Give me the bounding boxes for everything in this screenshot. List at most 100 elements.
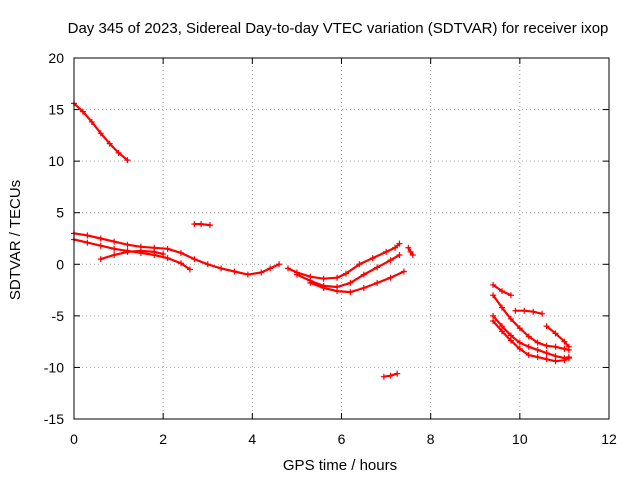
data-point <box>347 289 354 296</box>
x-tick-label: 4 <box>248 431 256 447</box>
series-line <box>309 270 405 294</box>
y-tick-label: 20 <box>48 50 64 66</box>
data-point <box>490 318 497 325</box>
data-point <box>383 248 390 255</box>
data-point <box>407 248 414 255</box>
data-point <box>396 240 403 247</box>
data-point <box>198 221 205 228</box>
series-arc-6 <box>285 240 403 282</box>
y-tick-label: 10 <box>48 153 64 169</box>
y-tick-label: -15 <box>44 411 64 427</box>
data-point <box>186 266 193 273</box>
series-arc-14 <box>490 281 514 299</box>
data-point <box>521 307 528 314</box>
y-tick-label: 0 <box>56 256 64 272</box>
data-point <box>552 353 559 360</box>
data-point <box>512 307 519 314</box>
series-line <box>492 314 571 360</box>
data-point <box>392 244 398 251</box>
data-point <box>561 357 568 364</box>
series-arc-1 <box>71 100 131 164</box>
data-point <box>534 354 541 361</box>
data-point <box>499 328 505 335</box>
series-arc-10 <box>380 370 401 380</box>
data-point <box>534 339 541 346</box>
data-point <box>334 274 341 281</box>
data-point <box>164 245 171 252</box>
data-point <box>405 244 412 251</box>
data-point <box>360 285 367 292</box>
series-arc-9 <box>405 244 416 259</box>
series-arc-7 <box>293 252 403 290</box>
data-point <box>499 288 505 295</box>
series-arc-5 <box>191 221 213 229</box>
data-point <box>543 342 550 349</box>
y-tick-label: 5 <box>56 205 64 221</box>
data-point <box>276 261 283 268</box>
data-point <box>164 255 171 262</box>
data-point <box>552 343 559 350</box>
data-point <box>543 323 550 330</box>
data-point <box>490 281 497 288</box>
data-point <box>178 249 184 256</box>
data-point <box>334 288 341 295</box>
chart-title: Day 345 of 2023, Sidereal Day-to-day VTE… <box>68 20 609 37</box>
data-point <box>231 268 238 275</box>
x-tick-label: 10 <box>512 431 528 447</box>
data-point <box>307 279 314 286</box>
data-point <box>490 292 497 299</box>
data-point <box>525 352 532 359</box>
data-point <box>267 265 274 272</box>
data-point <box>106 140 113 147</box>
x-tick-label: 2 <box>159 431 167 447</box>
data-point <box>115 149 122 156</box>
series-line <box>514 309 544 315</box>
grid <box>74 58 609 419</box>
y-tick-label: 15 <box>48 102 64 118</box>
data-point <box>97 256 104 263</box>
data-point <box>178 260 184 267</box>
data-point <box>137 247 144 254</box>
data-point <box>79 108 86 115</box>
y-tick-label: -10 <box>44 359 64 375</box>
x-tick-label: 12 <box>601 431 617 447</box>
data-point <box>530 308 537 315</box>
series-line <box>492 294 571 351</box>
data-point <box>285 265 291 272</box>
series-arc-15 <box>512 307 546 317</box>
data-point <box>409 252 416 259</box>
series-arc-2 <box>71 230 283 278</box>
series-arc-8 <box>307 268 407 296</box>
data-point <box>374 264 381 271</box>
data-point <box>320 275 327 282</box>
series-line <box>545 325 571 348</box>
data-point <box>525 343 532 350</box>
data-point <box>244 271 251 278</box>
series-arc-4 <box>97 247 167 263</box>
data-point <box>387 372 394 379</box>
data-point <box>507 292 514 299</box>
data-point <box>360 271 367 278</box>
data-point <box>561 345 568 352</box>
data-point <box>374 279 381 286</box>
data-point <box>342 270 349 277</box>
data-point <box>394 370 401 377</box>
data-point <box>356 261 363 268</box>
x-tick-label: 8 <box>427 431 435 447</box>
data-point <box>293 271 300 278</box>
data-point <box>97 235 104 242</box>
data-point <box>552 358 559 365</box>
data-point <box>499 323 505 330</box>
data-point <box>84 232 91 239</box>
series-arc-16 <box>543 323 572 350</box>
data-point <box>507 315 514 322</box>
data-point <box>516 339 523 346</box>
data-point <box>490 312 497 319</box>
data-point <box>387 257 394 264</box>
x-axis-label: GPS time / hours <box>283 457 397 474</box>
data-point <box>84 239 91 246</box>
data-point <box>565 343 572 350</box>
data-point <box>191 256 198 263</box>
data-point <box>111 245 118 252</box>
